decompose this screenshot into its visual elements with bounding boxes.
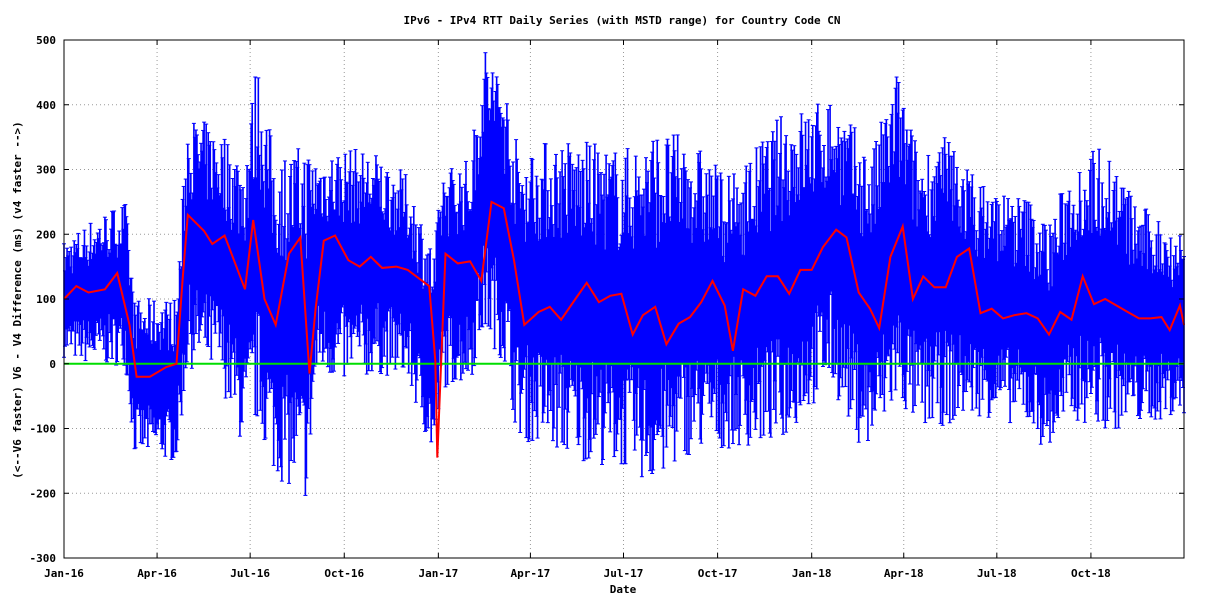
mstd-range-bars [62, 52, 1186, 496]
y-tick-label: 400 [36, 99, 56, 112]
y-tick-label: 500 [36, 34, 56, 47]
x-tick-label: Jul-17 [604, 567, 644, 580]
y-tick-label: 300 [36, 164, 56, 177]
x-tick-label: Oct-17 [698, 567, 738, 580]
x-tick-label: Apr-18 [884, 567, 924, 580]
y-tick-label: -200 [30, 487, 57, 500]
x-tick-label: Jan-17 [418, 567, 458, 580]
y-tick-label: 100 [36, 293, 56, 306]
y-tick-label: 200 [36, 228, 56, 241]
x-tick-label: Jan-18 [792, 567, 832, 580]
y-tick-label: 0 [49, 358, 56, 371]
chart-title: IPv6 - IPv4 RTT Daily Series (with MSTD … [403, 14, 840, 27]
y-tick-label: -300 [30, 552, 57, 565]
x-axis-label: Date [610, 583, 637, 594]
x-tick-label: Jan-16 [44, 567, 84, 580]
x-tick-label: Oct-18 [1071, 567, 1111, 580]
mean-series-line [63, 200, 1185, 458]
x-tick-label: Apr-16 [137, 567, 177, 580]
x-tick-label: Apr-17 [511, 567, 551, 580]
y-axis-label: (<--V6 faster) V6 - V4 Difference (ms) (… [11, 121, 24, 479]
x-axis-ticks: Jan-16 Apr-16 Jul-16 Oct-16 Jan-17 Apr-17 Jul-… [44, 40, 1111, 580]
x-tick-label: Oct-16 [324, 567, 364, 580]
x-tick-label: Jul-18 [977, 567, 1017, 580]
x-tick-label: Jul-16 [230, 567, 270, 580]
y-tick-label: -100 [30, 423, 57, 436]
y-axis-ticks: -300 -200 -100 0 100 200 300 400 500 [30, 34, 1184, 565]
